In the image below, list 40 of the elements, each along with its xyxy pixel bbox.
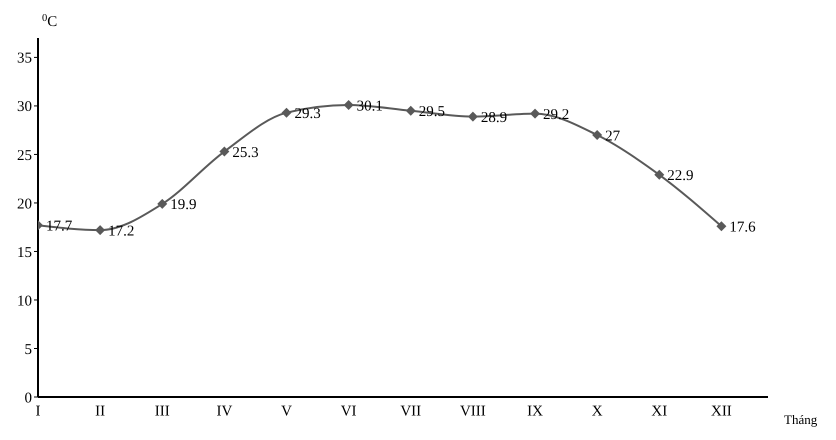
y-tick-label: 15 xyxy=(17,244,32,261)
x-tick-label: VII xyxy=(400,404,422,420)
point xyxy=(716,221,726,232)
x-tick-label: IX xyxy=(527,404,544,420)
point xyxy=(157,198,168,209)
x-tick-label: II xyxy=(95,404,106,420)
y-tick-label: 30 xyxy=(17,99,32,116)
x-tick-label: III xyxy=(154,404,170,420)
y-tick-label: 35 xyxy=(17,50,32,67)
y-tick-label: 5 xyxy=(24,342,32,358)
x-tick-label: VI xyxy=(340,404,357,420)
x-tick-label: I xyxy=(36,404,40,420)
data-label: 29.3 xyxy=(294,106,321,122)
point xyxy=(95,225,106,236)
data-label: 27 xyxy=(605,128,621,144)
point xyxy=(592,130,602,140)
point xyxy=(406,106,416,116)
data-label: 25.3 xyxy=(232,144,259,161)
point xyxy=(530,108,540,119)
point xyxy=(654,170,664,180)
data-label: 17.2 xyxy=(108,223,134,240)
x-tick-label: IV xyxy=(216,404,232,420)
point xyxy=(344,100,354,110)
y-axis-title: $^{0}$C xyxy=(42,12,58,30)
point xyxy=(468,112,478,122)
y-tick-label: 0 xyxy=(24,390,32,406)
x-tick-label: VIII xyxy=(460,404,486,420)
x-tick-label: XII xyxy=(710,404,732,420)
y-tick-label: 20 xyxy=(17,196,32,212)
x-tick-label: XI xyxy=(651,404,668,420)
data-label: 22.9 xyxy=(667,168,694,184)
x-tick-label: V xyxy=(281,404,292,420)
x-tick-label: X xyxy=(592,404,603,420)
data-label: 17.6 xyxy=(729,220,756,236)
y-tick-label: 25 xyxy=(17,148,32,164)
point xyxy=(282,108,292,118)
y-tick-label: 10 xyxy=(17,293,32,310)
x-axis-title: Tháng xyxy=(784,412,818,427)
point xyxy=(219,146,230,157)
data-label: 19.9 xyxy=(170,197,197,214)
